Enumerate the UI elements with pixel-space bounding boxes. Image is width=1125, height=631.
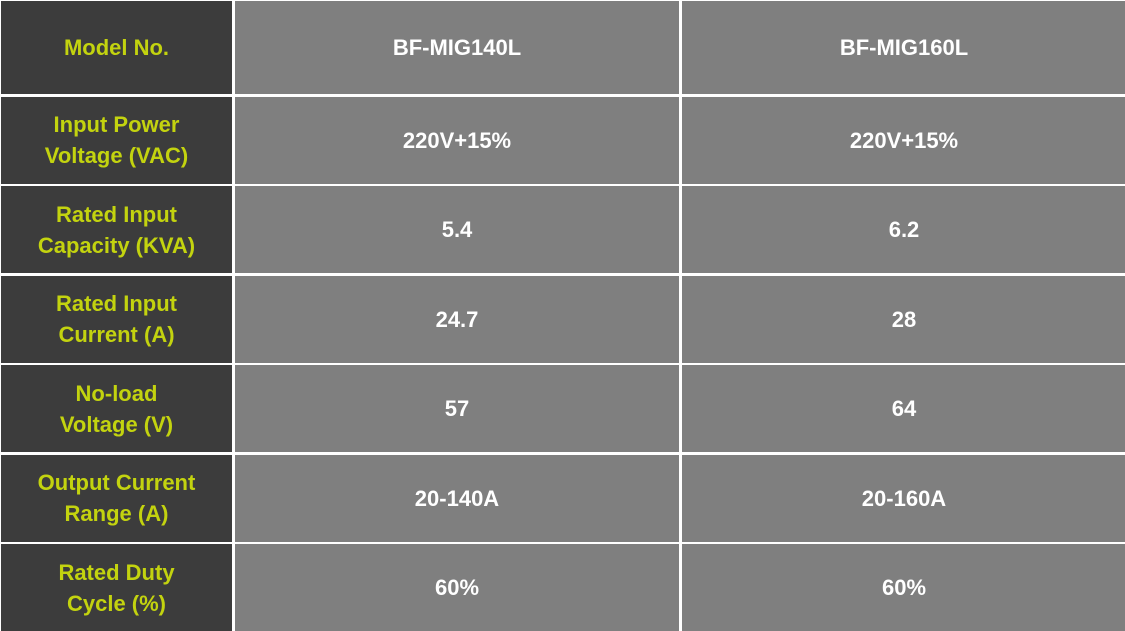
table-cell: 28: [682, 275, 1125, 363]
table-cell: 60%: [682, 544, 1125, 631]
row-label-output-current-range: Output Current Range (A): [1, 454, 232, 542]
model-no-label: Model No.: [1, 1, 232, 94]
row-label-rated-input-current: Rated Input Current (A): [1, 275, 232, 363]
row-label-rated-input-capacity: Rated Input Capacity (KVA): [1, 186, 232, 273]
table-cell: 64: [682, 365, 1125, 452]
table-cell: 57: [235, 365, 679, 452]
table-cell: 20-140A: [235, 454, 679, 542]
table-cell: 6.2: [682, 186, 1125, 273]
table-cell: 20-160A: [682, 454, 1125, 542]
model-name-cell: BF-MIG160L: [682, 1, 1125, 94]
row-label-rated-duty-cycle: Rated Duty Cycle (%): [1, 544, 232, 631]
model-name-cell: BF-MIG140L: [235, 1, 679, 94]
row-label-no-load-voltage: No-load Voltage (V): [1, 365, 232, 452]
table-cell: 220V+15%: [682, 96, 1125, 184]
table-cell: 24.7: [235, 275, 679, 363]
table-cell: 5.4: [235, 186, 679, 273]
table-cell: 220V+15%: [235, 96, 679, 184]
table-cell: 60%: [235, 544, 679, 631]
row-label-input-power-voltage: Input Power Voltage (VAC): [1, 96, 232, 184]
